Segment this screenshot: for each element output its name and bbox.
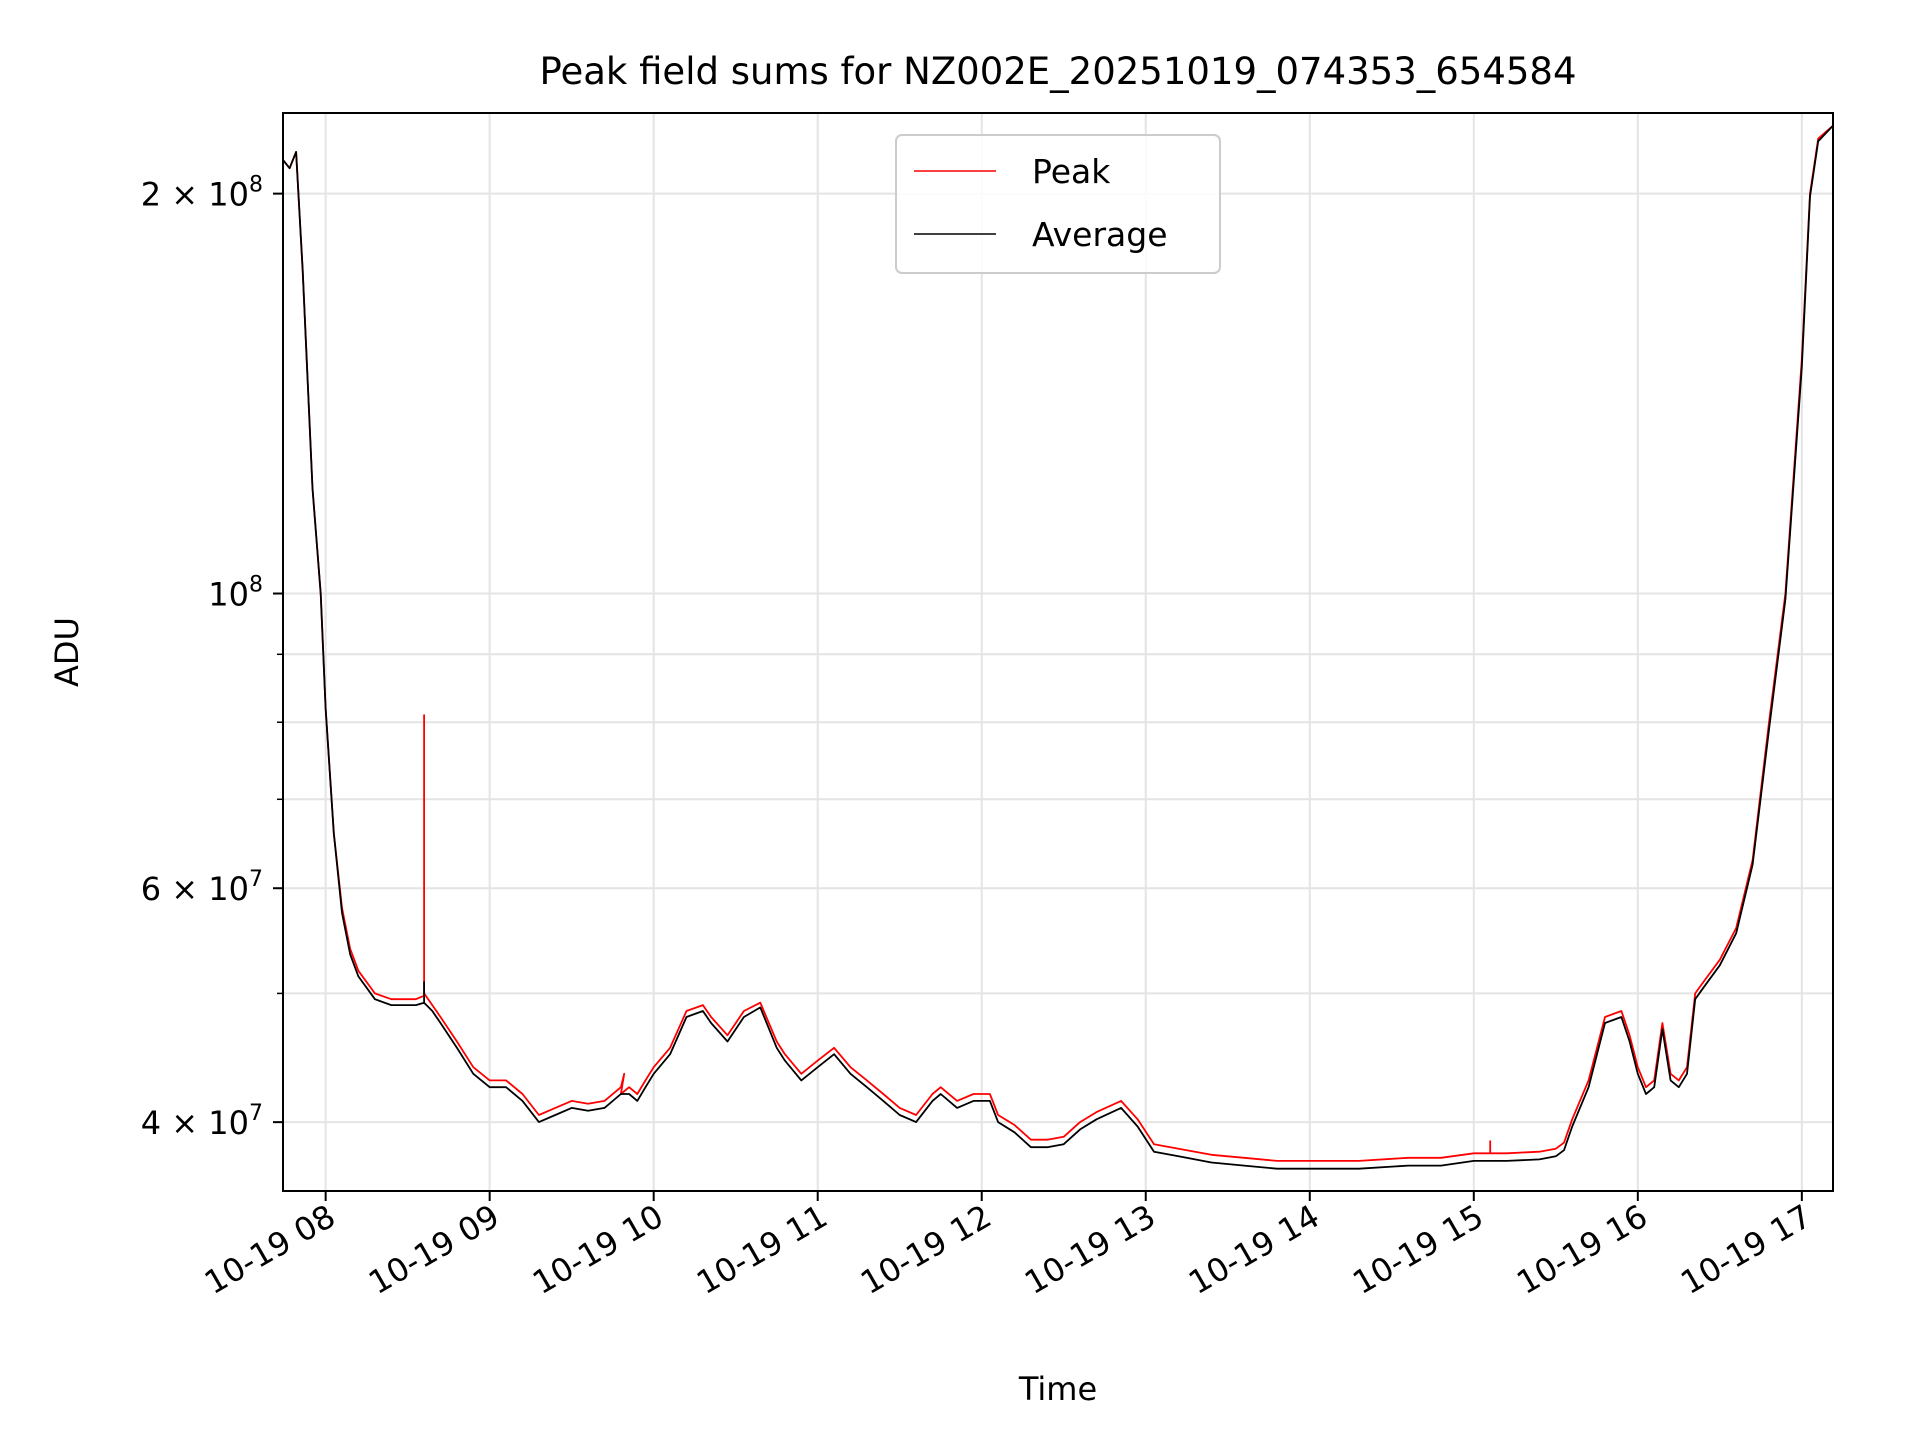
chart-title: Peak field sums for NZ002E_20251019_0743… [540, 50, 1577, 93]
y-axis: 4 × 107 6 × 107 108 2 × 108 [141, 173, 283, 1142]
legend: Peak Average [895, 134, 1221, 274]
legend-peak-label: Peak [1032, 152, 1111, 191]
series-line-peak [282, 125, 1834, 1162]
legend-average-label: Average [1032, 215, 1168, 254]
legend-box [895, 134, 1221, 274]
y-tick-label: 4 × 107 [141, 1101, 263, 1142]
y-tick-label: 6 × 107 [141, 867, 263, 908]
y-tick-label: 2 × 108 [141, 173, 263, 214]
series-line-average [282, 125, 1834, 1170]
y-tick-label: 108 [208, 573, 263, 614]
y-axis-label: ADU [48, 617, 86, 687]
axes-frame [282, 112, 1834, 1192]
plot-area [282, 125, 1834, 1170]
x-axis-label: Time [1018, 1370, 1097, 1408]
grid [283, 113, 1833, 1191]
